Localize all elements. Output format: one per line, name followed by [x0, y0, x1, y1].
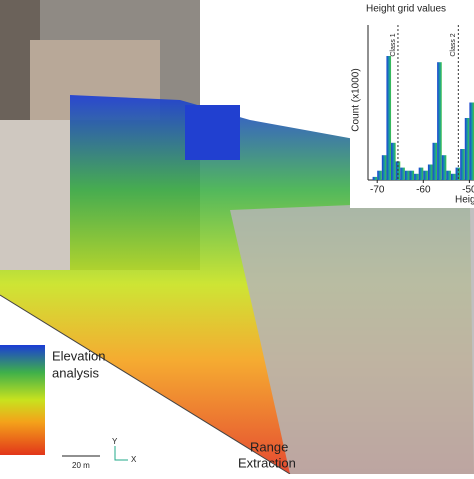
label: Range [250, 439, 288, 454]
axis-label: Y [112, 437, 118, 446]
bar [418, 167, 424, 180]
bar [423, 170, 428, 180]
label: Extraction [238, 455, 296, 470]
x-label: Heig [455, 195, 474, 206]
label: analysis [52, 365, 99, 380]
bar [414, 173, 419, 180]
scale-label: 20 m [72, 461, 90, 470]
bar [432, 142, 438, 180]
label: Elevation [52, 348, 105, 363]
bar [427, 164, 433, 180]
x-tick-label: -60 [416, 185, 431, 196]
bar [372, 176, 378, 180]
divider-line [0, 294, 291, 475]
divider [0, 295, 474, 476]
bar [441, 155, 447, 180]
bar [460, 149, 465, 180]
y-label: Count (x1000) [351, 68, 362, 131]
x-tick-label: -70 [370, 185, 385, 196]
axis-label: X [131, 455, 137, 464]
bar [386, 56, 392, 180]
bar [404, 170, 410, 180]
bar [469, 102, 474, 180]
photo-building [0, 120, 70, 270]
bar [446, 170, 451, 180]
point-cloud-top [185, 105, 240, 160]
x-tick-label: -50 [462, 185, 474, 196]
hist-title: Height grid values [366, 4, 446, 15]
bar [450, 173, 456, 180]
bar [464, 118, 470, 180]
bar [400, 167, 405, 180]
class-label: Class 1 [390, 33, 397, 56]
bar [409, 170, 415, 180]
bar [381, 155, 387, 180]
bar [391, 142, 396, 180]
bar [437, 62, 442, 181]
class-label: Class 2 [450, 33, 457, 56]
range-cloud [230, 200, 474, 474]
hist: -70 -60 -50 Class 1 Class 2 [367, 25, 474, 196]
bar [377, 170, 382, 180]
axes-icon [114, 446, 128, 461]
elevation-inset [0, 345, 45, 455]
